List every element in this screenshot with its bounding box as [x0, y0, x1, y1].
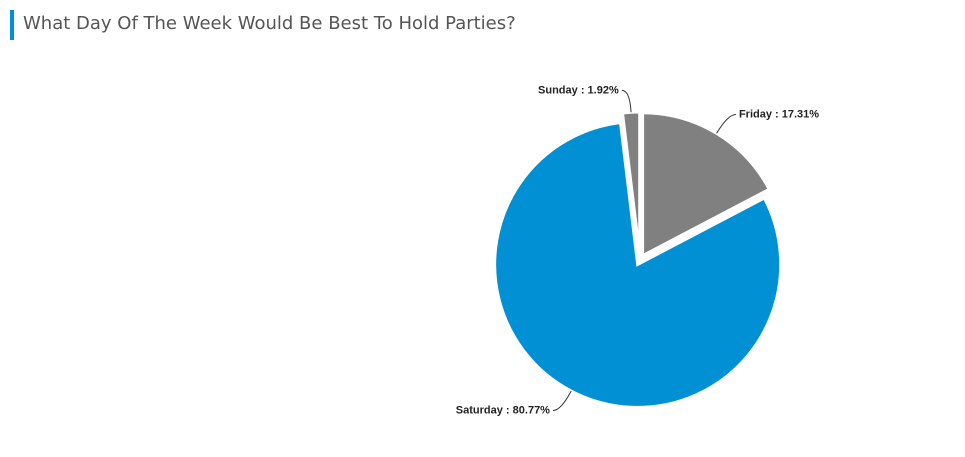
- label-value: 80.77%: [513, 404, 551, 416]
- leader-line: [552, 390, 572, 412]
- label-separator: :: [578, 84, 588, 96]
- data-label: Sunday : 1.92%: [538, 84, 619, 96]
- label-category: Saturday: [456, 404, 504, 416]
- pie-slice: [493, 120, 783, 409]
- label-value: 17.31%: [782, 108, 820, 120]
- label-separator: :: [772, 108, 782, 120]
- data-label: Friday : 17.31%: [739, 108, 819, 120]
- data-label: Saturday : 80.77%: [456, 404, 550, 416]
- leader-line: [621, 89, 632, 113]
- label-category: Friday: [739, 108, 773, 120]
- label-value: 1.92%: [588, 84, 619, 96]
- title-accent: [10, 10, 14, 40]
- leader-line: [716, 114, 737, 134]
- label-category: Sunday: [538, 84, 579, 96]
- chart-title: What Day Of The Week Would Be Best To Ho…: [23, 13, 516, 34]
- label-separator: :: [503, 404, 513, 416]
